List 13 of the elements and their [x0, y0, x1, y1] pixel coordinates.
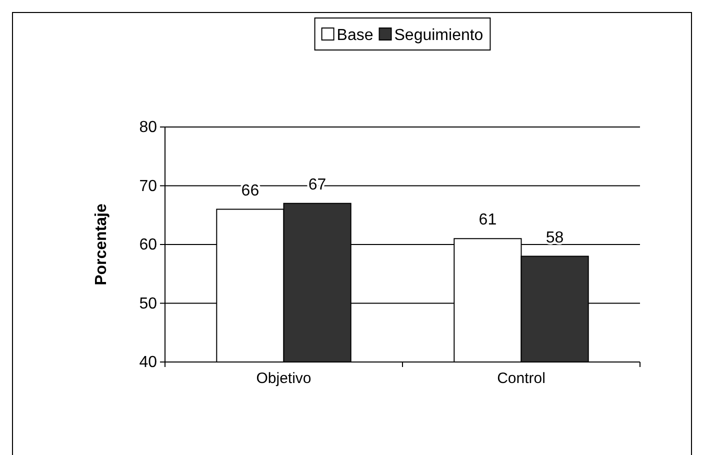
legend-label: Base [336, 27, 374, 44]
x-tick-label: Control [497, 370, 546, 387]
y-tick-label: 50 [139, 295, 158, 312]
y-tick-label: 70 [139, 178, 158, 195]
y-tick-label: 60 [139, 236, 158, 254]
y-tick-label: 80 [139, 119, 158, 136]
data-label: 61 [478, 212, 497, 229]
data-label: 66 [241, 182, 260, 200]
y-tick-label: 40 [139, 354, 158, 372]
y-axis-title: Porcentaje [93, 203, 110, 286]
data-label: 58 [546, 229, 564, 246]
x-tick-label: Objetivo [256, 370, 312, 387]
legend-label: Seguimiento [394, 27, 484, 44]
